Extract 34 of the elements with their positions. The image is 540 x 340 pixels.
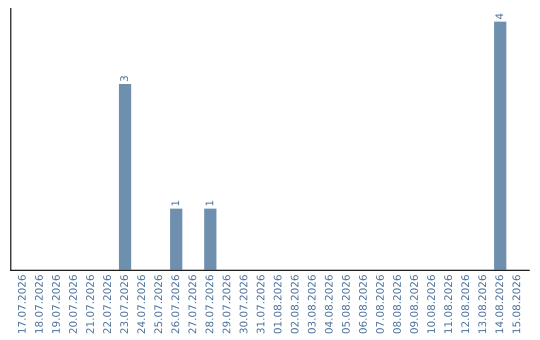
- x-tick-label: 05.08.2026: [342, 275, 350, 334]
- x-tick-label: 24.07.2026: [137, 275, 146, 334]
- x-tick-label: 28.07.2026: [205, 275, 214, 334]
- x-tick-label: 27.07.2026: [188, 275, 196, 334]
- x-tick-label: 01.08.2026: [274, 275, 282, 334]
- x-tick-label: 08.08.2026: [393, 275, 401, 334]
- x-tick-label: 21.07.2026: [86, 275, 94, 334]
- x-tick-label: 06.08.2026: [358, 275, 367, 334]
- x-tick-label: 17.07.2026: [18, 275, 26, 333]
- x-tick-label: 02.08.2026: [290, 275, 299, 334]
- data-label: 1: [206, 200, 214, 206]
- x-tick-label: 26.07.2026: [171, 275, 180, 334]
- data-label: 1: [171, 200, 180, 206]
- x-tick-label: 10.08.2026: [427, 275, 436, 333]
- x-tick-label: 14.08.2026: [495, 275, 504, 333]
- x-tick-label: 29.07.2026: [222, 275, 230, 334]
- x-tick-label: 07.08.2026: [376, 275, 384, 334]
- x-tick-label: 31.07.2026: [256, 275, 264, 334]
- x-tick-label: 11.08.2026: [444, 275, 452, 333]
- x-tick-label: 22.07.2026: [103, 275, 112, 334]
- x-tick-label: 23.07.2026: [120, 275, 128, 334]
- x-tick-label: 09.08.2026: [410, 275, 418, 334]
- x-tick-label: 18.07.2026: [34, 275, 43, 333]
- data-label: 4: [495, 14, 504, 20]
- x-tick-label: 25.07.2026: [154, 275, 162, 334]
- x-tick-label: 12.08.2026: [461, 275, 470, 333]
- x-tick-label: 30.07.2026: [240, 275, 248, 334]
- x-tick-label: 13.08.2026: [478, 275, 486, 333]
- x-tick-label: 19.07.2026: [52, 275, 60, 333]
- x-tick-label: 20.07.2026: [69, 275, 77, 334]
- x-tick-label: 03.08.2026: [308, 275, 316, 334]
- data-label: 3: [120, 76, 128, 82]
- x-tick-label: 04.08.2026: [324, 275, 333, 334]
- x-tick-label: 15.08.2026: [512, 275, 520, 333]
